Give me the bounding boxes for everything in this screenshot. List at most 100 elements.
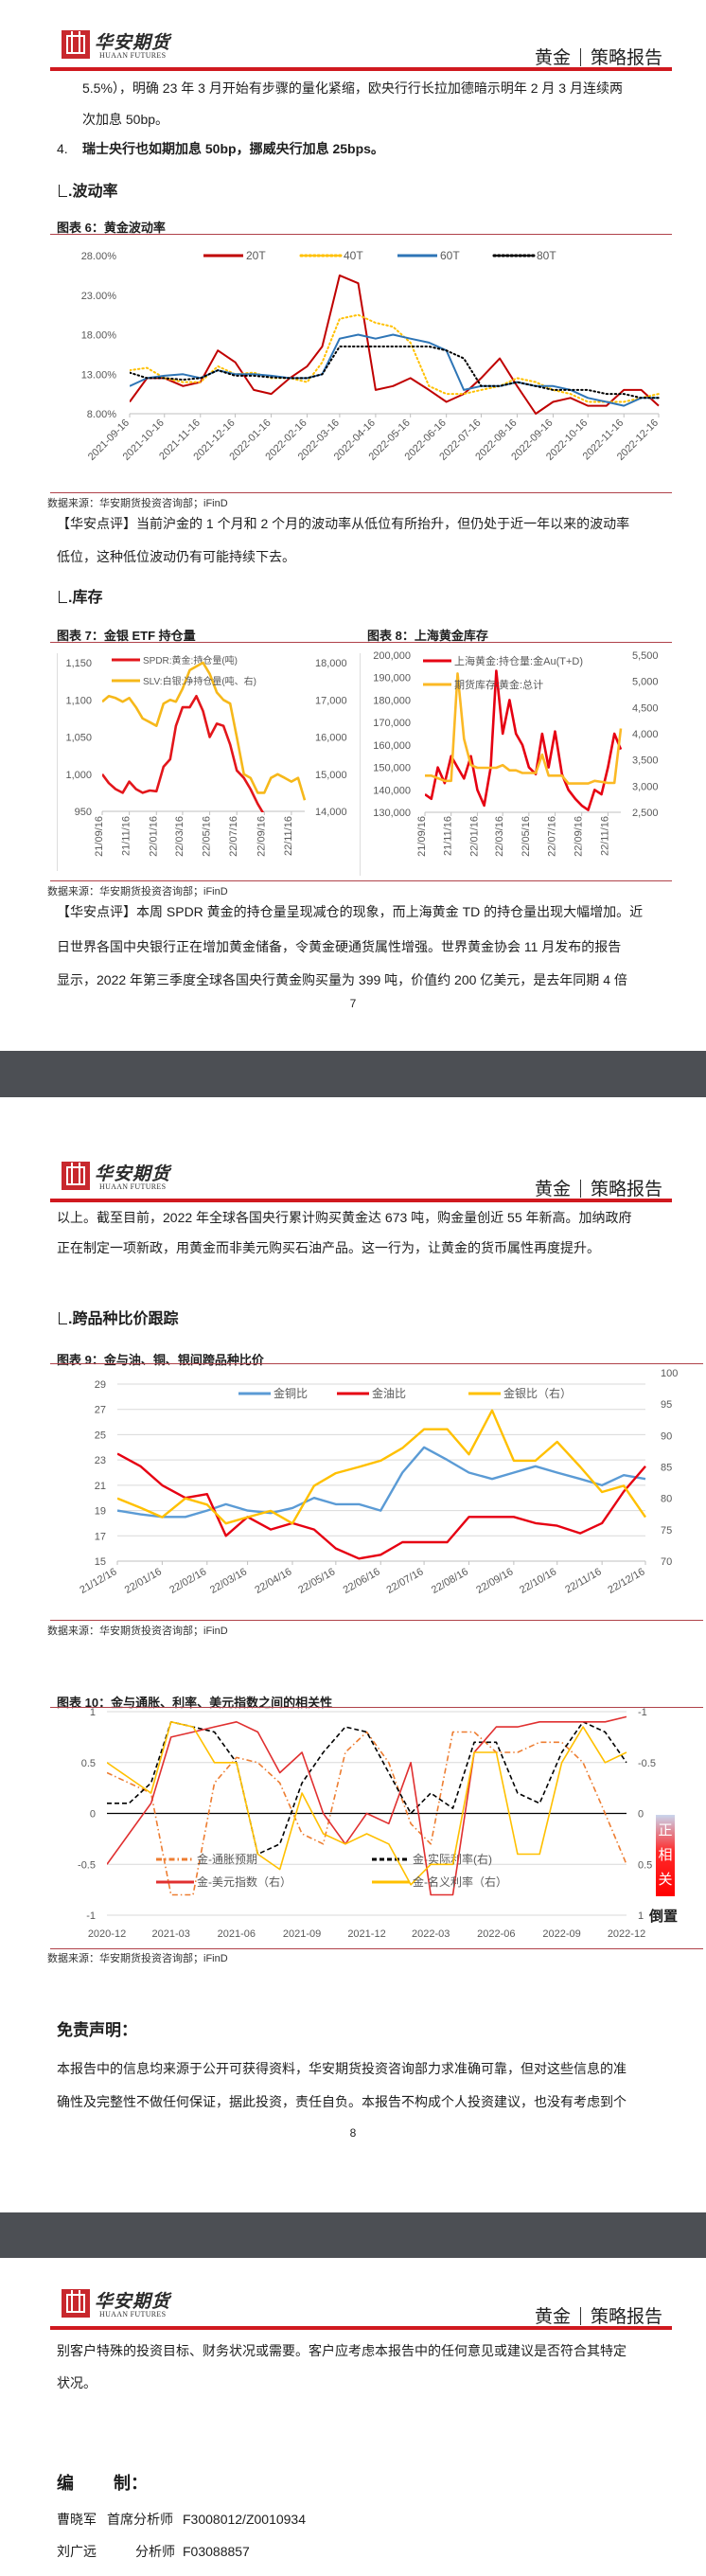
comment-line: 显示，2022 年第三季度全球各国央行黄金购买量为 399 吨，价值约 200 … [57,972,627,987]
chart-rule [50,492,672,493]
y-tick-label: -1 [86,1910,96,1922]
series-line [117,1452,646,1560]
x-tick-label: 22/03/16 [494,816,505,857]
logo-text: 华安期货 [95,1164,171,1184]
y-tick-label: 190,000 [373,673,411,684]
y-tick-label: 23.00% [81,291,117,302]
comment-line: 【华安点评】当前沪金的 1 个月和 2 个月的波动率从低位有所抬升，但仍处于近一… [57,516,630,531]
series-line [117,1446,646,1519]
y2-tick-label: 5,000 [632,677,659,688]
y-tick-label: 8.00% [87,409,116,420]
x-tick-label: 22/01/16 [148,816,159,857]
huaan-logo-icon [62,2289,90,2318]
y-tick-label: 21 [95,1481,106,1492]
y-tick-label: 1,000 [65,770,92,781]
page-header: 华安期货 HUAAN FUTURES 黄金 策略报告 [0,1162,706,1237]
y2-tick-label: 0.5 [638,1859,652,1871]
chart-title: 图表 8：上海黄金库存 [367,629,488,643]
disclaimer-line: 本报告中的信息均来源于公开可获得资料，华安期货投资咨询部力求准确可靠，但对这些信… [57,2061,627,2076]
y-tick-label: 180,000 [373,695,411,706]
legend-label: 金银比（右） [503,1386,572,1400]
y2-tick-label: 14,000 [315,807,347,818]
chart-title: 图表 10：金与通胀、利率、美元指数之间的相关性 [57,1696,333,1710]
y2-tick-label: 4,500 [632,702,659,714]
colorbar-char: 相 [658,1847,673,1863]
x-tick-label: 2021-09 [283,1928,321,1940]
paragraph-line: 正在制定一项新政，用黄金而非美元购买石油产品。这一行为，让黄金的货币属性再度提升… [57,1240,600,1255]
paragraph-line: 5.5%），明确 23 年 3 月开始有步骤的量化紧缩，欧央行行长拉加德暗示明年… [82,80,623,96]
legend-label: 金-通胀预期 [197,1852,257,1866]
page-number: 8 [349,2126,357,2140]
y-tick-label: 1,100 [65,695,92,706]
divider [579,1180,581,1198]
x-tick-label: 21/11/16 [443,816,454,856]
y-tick-label: 28.00% [81,251,117,262]
x-tick-label: 22/11/16 [599,816,610,856]
legend-label: 金-美元指数（右） [197,1874,291,1889]
legend-label: 期货库存:黄金:总计 [454,678,543,691]
list-item: 瑞士央行也如期加息 50bp，挪威央行加息 25bps。 [82,141,384,156]
legend-label: 金-名义利率（右） [413,1874,507,1889]
x-tick-label: 22/03/16 [174,816,185,857]
paragraph-line: 状况。 [57,2375,97,2390]
list-number: 4. [57,141,68,156]
series-line [130,274,660,415]
y-tick-label: 18.00% [81,330,117,342]
chart-frame [57,653,58,871]
y-tick-label: 950 [75,807,92,818]
legend-label: SLV:白银:净持仓量(吨、右) [143,675,256,687]
author-license: F03088857 [183,2544,250,2559]
divider [579,2307,581,2325]
series-line [107,1731,627,1896]
comment-line: 低位，这种低位波动仍有可能持续下去。 [57,549,295,564]
y2-tick-label: -1 [638,1707,647,1718]
colorbar-char: 关 [658,1872,673,1888]
section-heading: .跨品种比价跟踪 [59,1306,178,1328]
chart-rule [50,1363,703,1364]
y-tick-label: -0.5 [78,1859,96,1871]
x-tick-label: 21/09/16 [416,816,428,857]
x-tick-label: 2022-03 [412,1928,450,1940]
y2-tick-label: 18,000 [315,658,347,669]
logo-text: 华安期货 [95,2291,171,2312]
report-type: 黄金 策略报告 [535,2302,662,2328]
series-line [130,346,660,400]
heading-marker-icon [59,185,67,197]
legend-label: 20T [246,249,266,262]
y2-tick-label: 80 [661,1494,672,1505]
y2-tick-label: 1 [638,1910,644,1922]
report-category: 黄金 [534,1180,571,1199]
x-tick-label: 2021-03 [151,1928,189,1940]
y-tick-label: 23 [95,1455,106,1466]
y-tick-label: 25 [95,1430,106,1441]
series-line [425,669,623,811]
y2-tick-label: 0 [638,1809,644,1821]
y2-tick-label: 90 [661,1430,672,1442]
report-category: 黄金 [534,48,571,68]
divider [579,48,581,66]
author-name: 曹晓军 [57,2512,97,2527]
compile-label: 制： [114,2474,148,2493]
comment-line: 【华安点评】本周 SPDR 黄金的持仓量呈现减仓的现象，而上海黄金 TD 的持仓… [57,904,644,919]
series-line [117,1409,646,1525]
y-tick-label: 140,000 [373,785,411,796]
chart-frame [360,653,361,876]
x-tick-label: 2021-06 [218,1928,256,1940]
series-line [107,1715,627,1896]
chart-rule [50,234,672,235]
x-tick-label: 22/01/16 [468,816,480,857]
y2-tick-label: 4,000 [632,729,659,740]
inverted-label: 倒置 [649,1909,679,1925]
chart-title: 图表 7：金银 ETF 持仓量 [57,629,196,643]
legend-label: 金-实际利率(右) [413,1852,492,1866]
section-heading: .库存 [59,584,102,607]
y-tick-label: 0 [90,1809,96,1821]
y-tick-label: 0.5 [81,1758,96,1769]
y-tick-label: 19 [95,1506,106,1518]
report-kind: 策略报告 [590,2307,662,2327]
y-tick-label: 160,000 [373,740,411,752]
legend-label: 金油比 [372,1386,406,1400]
